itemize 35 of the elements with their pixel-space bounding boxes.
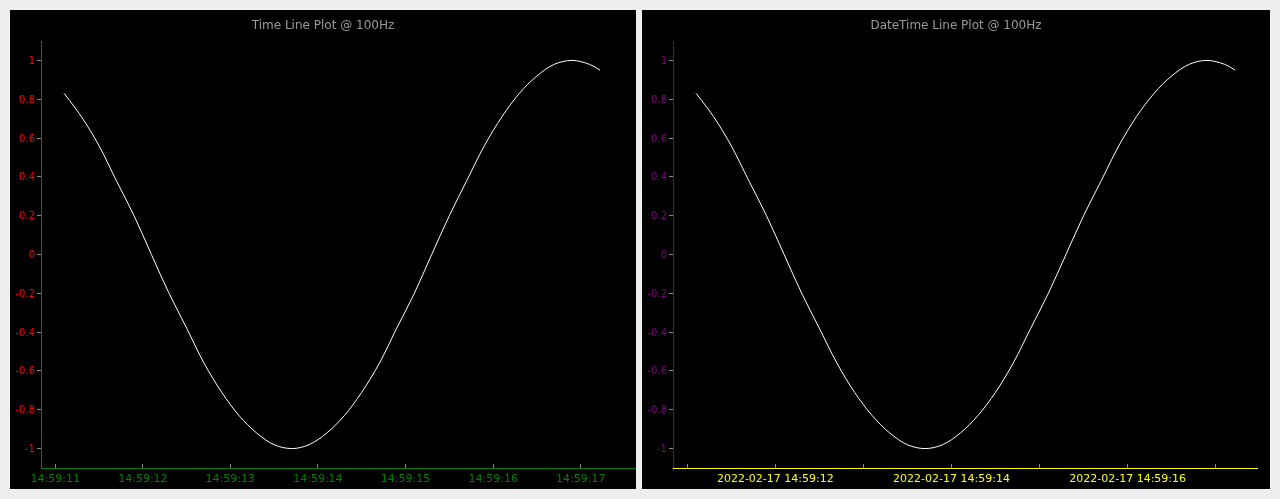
x-tick-label: 14:59:17 [556,472,606,486]
x-tick-label: 2022-02-17 14:59:16 [1069,472,1187,486]
y-tick-label: 0.8 [651,93,667,105]
x-tick-label: 2022-02-17 14:59:14 [893,472,1010,486]
y-tick-label: -1 [25,443,35,455]
y-tick-label: 1 [28,54,35,66]
y-tick-label: 0.6 [651,132,667,144]
chart-title: Time Line Plot @ 100Hz [250,18,395,33]
y-tick-label: 0.4 [19,171,35,183]
chart-title: DateTime Line Plot @ 100Hz [870,18,1042,33]
y-tick-label: 0.2 [19,210,35,222]
x-tick-label: 14:59:15 [380,472,431,486]
y-tick-label: 0 [660,249,667,260]
y-tick-label: -0.8 [647,404,667,416]
y-tick-label: 0.4 [651,171,667,183]
x-tick-label: 14:59:16 [468,472,518,486]
y-tick-label: 0.8 [19,93,35,105]
y-tick-label: -1 [657,443,667,455]
y-tick-label: -0.6 [647,365,667,377]
y-tick-label: -0.4 [647,326,667,338]
y-tick-label: 0 [28,249,35,260]
x-tick-label: 14:59:13 [205,472,255,486]
y-tick-label: -0.4 [15,326,35,338]
y-tick-label: 0.6 [19,132,35,144]
x-tick-label: 14:59:14 [293,472,343,486]
y-tick-label: 1 [660,54,667,66]
x-tick-label: 14:59:12 [118,472,168,486]
x-tick-label: 2022-02-17 14:59:12 [716,472,834,486]
y-tick-label: 0.2 [651,210,667,222]
y-tick-label: -0.6 [15,365,35,377]
y-tick-label: -0.8 [15,404,35,416]
y-tick-label: -0.2 [647,287,667,299]
line-series [63,59,601,450]
y-tick-label: -0.2 [15,287,35,299]
x-tick-label: 14:59:11 [30,472,80,486]
